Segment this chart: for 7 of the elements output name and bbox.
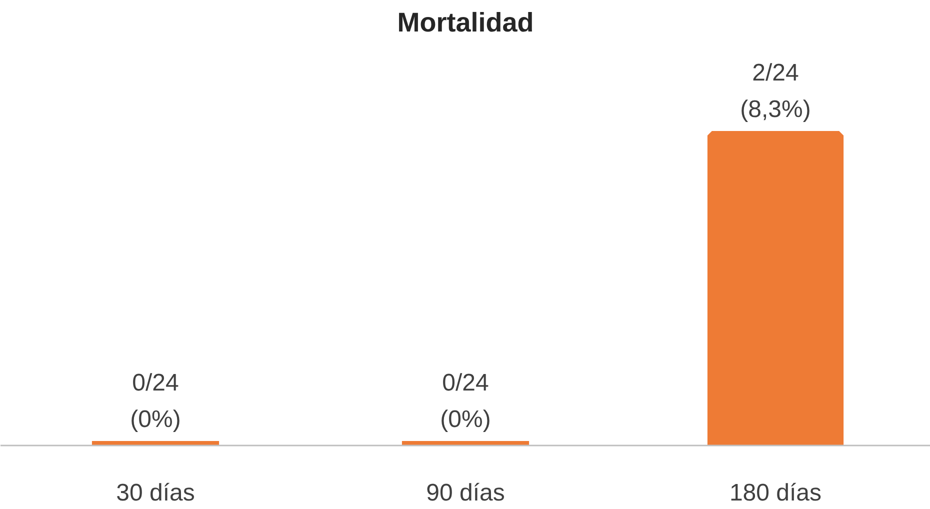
data-label: 0/24 (0%) [440, 370, 491, 434]
x-tick-label: 180 días [729, 480, 822, 506]
data-label: 0/24 (0%) [130, 370, 181, 434]
x-tick-label: 30 días [116, 480, 195, 506]
x-tick-label: 90 días [426, 480, 505, 506]
chart-title: Mortalidad [397, 8, 534, 38]
data-label: 2/24 (8,3%) [740, 60, 811, 124]
